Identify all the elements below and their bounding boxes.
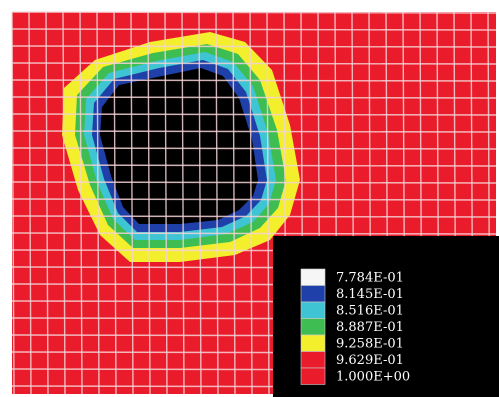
legend-label: 1.000E+00: [336, 370, 410, 385]
mesh-line-horizontal: [12, 114, 496, 115]
legend: 7.784E-018.145E-01 8.516E-018.887E-01 9.25…: [301, 269, 410, 385]
mesh-line-horizontal: [12, 12, 496, 13]
legend-swatch: [301, 302, 325, 319]
mesh-line-horizontal: [12, 63, 496, 64]
mesh-line-horizontal: [12, 97, 496, 98]
legend-label: 8.145E-01: [336, 287, 404, 302]
legend-label: 9.629E-01: [336, 353, 404, 368]
legend-swatch: [301, 368, 325, 385]
mesh-line-horizontal: [12, 46, 496, 47]
legend-label: 8.516E-01: [336, 304, 404, 319]
legend-label: 9.258E-01: [336, 337, 404, 352]
mesh-line-horizontal: [12, 29, 496, 30]
mesh-line-horizontal: [12, 80, 496, 81]
legend-swatch: [301, 286, 325, 303]
legend-label: 8.887E-01: [336, 320, 404, 335]
legend-swatch: [301, 335, 325, 352]
legend-swatch: [301, 319, 325, 336]
legend-label: 7.784E-01: [336, 271, 404, 286]
legend-swatch: [301, 269, 325, 286]
legend-swatch: [301, 352, 325, 369]
